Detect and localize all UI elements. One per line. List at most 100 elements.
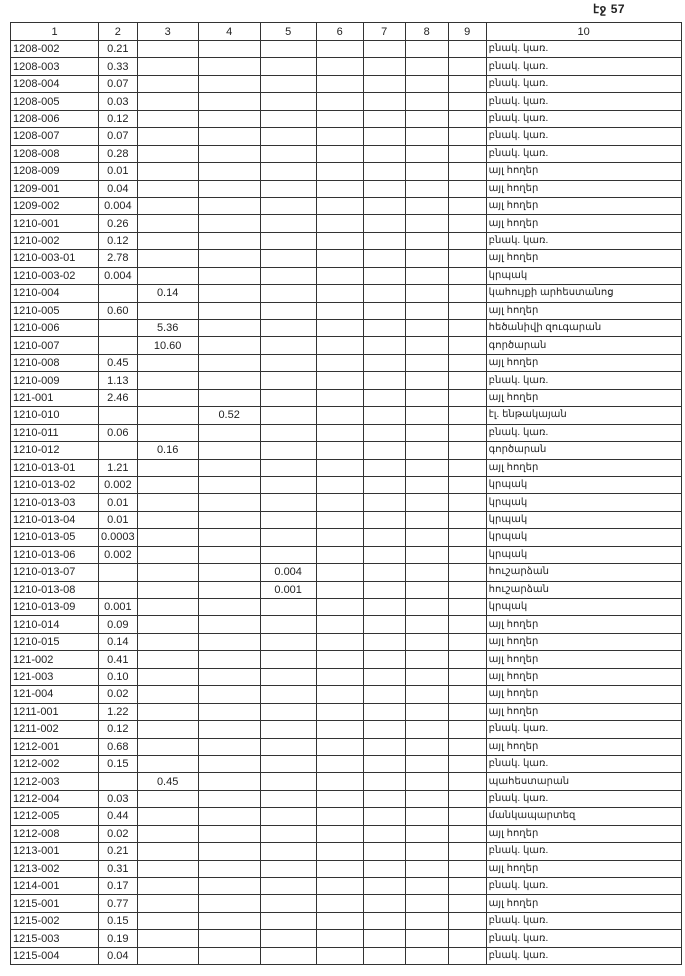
value-cell-col3	[136, 179, 199, 198]
value-cell-col9	[447, 353, 487, 373]
value-cell-col6	[315, 510, 364, 530]
value-cell-col6	[315, 162, 364, 181]
table-row: 1210-012 0.16 գործարան	[10, 441, 682, 460]
value-cell-col6	[315, 650, 364, 669]
value-cell-col4	[197, 301, 261, 321]
parcel-code-cell: 1212-008	[10, 824, 99, 844]
value-cell-col9	[447, 284, 487, 303]
value-cell-col2	[98, 284, 138, 303]
table-row: 1212-004 0.03 բնակ. կառ.	[10, 789, 682, 809]
table-row: 1208-009 0.01 այլ հողեր	[10, 162, 682, 181]
value-cell-col2: 2.78	[98, 249, 138, 268]
value-cell-col9	[447, 423, 487, 443]
value-cell-col7	[362, 144, 406, 164]
value-cell-col5	[259, 772, 317, 791]
parcel-code-cell: 1210-012	[10, 441, 99, 460]
value-cell-col6	[315, 284, 364, 303]
value-cell-col9	[447, 737, 487, 756]
column-header-1: 1	[10, 22, 99, 41]
value-cell-col7	[362, 929, 406, 948]
value-cell-col2: 0.09	[98, 615, 138, 634]
table-row: 1210-013-01 1.21 այլ հողեր	[10, 458, 682, 477]
value-cell-col8	[404, 127, 449, 146]
value-cell-col6	[315, 859, 364, 879]
value-cell-col9	[447, 824, 487, 844]
value-cell-col5	[259, 876, 317, 896]
value-cell-col4	[197, 807, 261, 826]
value-cell-col2: 0.12	[98, 109, 138, 129]
value-cell-col4	[197, 632, 261, 652]
value-cell-col9	[447, 859, 487, 879]
value-cell-col4	[197, 249, 261, 268]
value-cell-col5	[259, 39, 317, 59]
value-cell-col6	[315, 318, 364, 338]
value-cell-col6	[315, 842, 364, 861]
table-row: 1210-013-03 0.01 կրպակ	[10, 493, 682, 512]
value-cell-col3	[136, 876, 199, 896]
value-cell-col2: 0.02	[98, 824, 138, 844]
value-cell-col3	[136, 301, 199, 321]
value-cell-col7	[362, 580, 406, 600]
value-cell-col3	[136, 109, 199, 129]
value-cell-col3	[136, 57, 199, 76]
land-use-cell: բնակ. կառ.	[485, 231, 682, 251]
value-cell-col8	[404, 423, 449, 443]
parcel-code-cell: 1210-004	[10, 284, 99, 303]
land-use-cell: այլ հողեր	[485, 388, 682, 408]
table-row: 1210-013-05 0.0003 կրպակ	[10, 528, 682, 547]
parcel-code-cell: 1210-009	[10, 371, 99, 390]
value-cell-col6	[315, 196, 364, 216]
value-cell-col6	[315, 615, 364, 634]
value-cell-col8	[404, 284, 449, 303]
value-cell-col3	[136, 528, 199, 547]
value-cell-col7	[362, 109, 406, 129]
land-use-cell: այլ հողեր	[485, 249, 682, 268]
value-cell-col8	[404, 109, 449, 129]
value-cell-col7	[362, 127, 406, 146]
table-row: 1212-002 0.15 բնակ. կառ.	[10, 754, 682, 774]
value-cell-col8	[404, 39, 449, 59]
land-use-cell: այլ հողեր	[485, 737, 682, 756]
value-cell-col2: 0.28	[98, 144, 138, 164]
value-cell-col6	[315, 231, 364, 251]
value-cell-col3	[136, 144, 199, 164]
value-cell-col9	[447, 144, 487, 164]
value-cell-col2: 0.0003	[98, 528, 138, 547]
value-cell-col2	[98, 406, 138, 425]
value-cell-col6	[315, 109, 364, 129]
value-cell-col8	[404, 266, 449, 286]
value-cell-col3	[136, 371, 199, 390]
value-cell-col3: 0.16	[136, 441, 199, 460]
land-use-cell: հեծանիվի զուգարան	[485, 318, 682, 338]
parcel-code-cell: 1209-002	[10, 196, 99, 216]
value-cell-col3	[136, 929, 199, 948]
value-cell-col2: 0.03	[98, 92, 138, 111]
table-row: 1210-002 0.12 բնակ. կառ.	[10, 231, 682, 251]
value-cell-col9	[447, 632, 487, 652]
land-use-cell: բնակ. կառ.	[485, 789, 682, 809]
value-cell-col2: 0.02	[98, 685, 138, 704]
value-cell-col3	[136, 824, 199, 844]
value-cell-col6	[315, 685, 364, 704]
value-cell-col8	[404, 859, 449, 879]
value-cell-col2: 0.01	[98, 162, 138, 181]
land-use-cell: բնակ. կառ.	[485, 911, 682, 931]
page-number: էջ 57	[593, 2, 626, 16]
table-row: 1210-010 0.52 էլ. ենթակայան	[10, 406, 682, 425]
parcel-code-cell: 1215-004	[10, 946, 99, 966]
value-cell-col7	[362, 39, 406, 59]
value-cell-col3	[136, 266, 199, 286]
value-cell-col2: 0.06	[98, 423, 138, 443]
value-cell-col6	[315, 249, 364, 268]
value-cell-col3: 5.36	[136, 318, 199, 338]
value-cell-col6	[315, 423, 364, 443]
value-cell-col7	[362, 441, 406, 460]
value-cell-col8	[404, 179, 449, 198]
value-cell-col2: 0.01	[98, 510, 138, 530]
value-cell-col7	[362, 318, 406, 338]
value-cell-col9	[447, 74, 487, 94]
value-cell-col8	[404, 528, 449, 547]
value-cell-col9	[447, 528, 487, 547]
value-cell-col8	[404, 458, 449, 477]
value-cell-col6	[315, 475, 364, 495]
